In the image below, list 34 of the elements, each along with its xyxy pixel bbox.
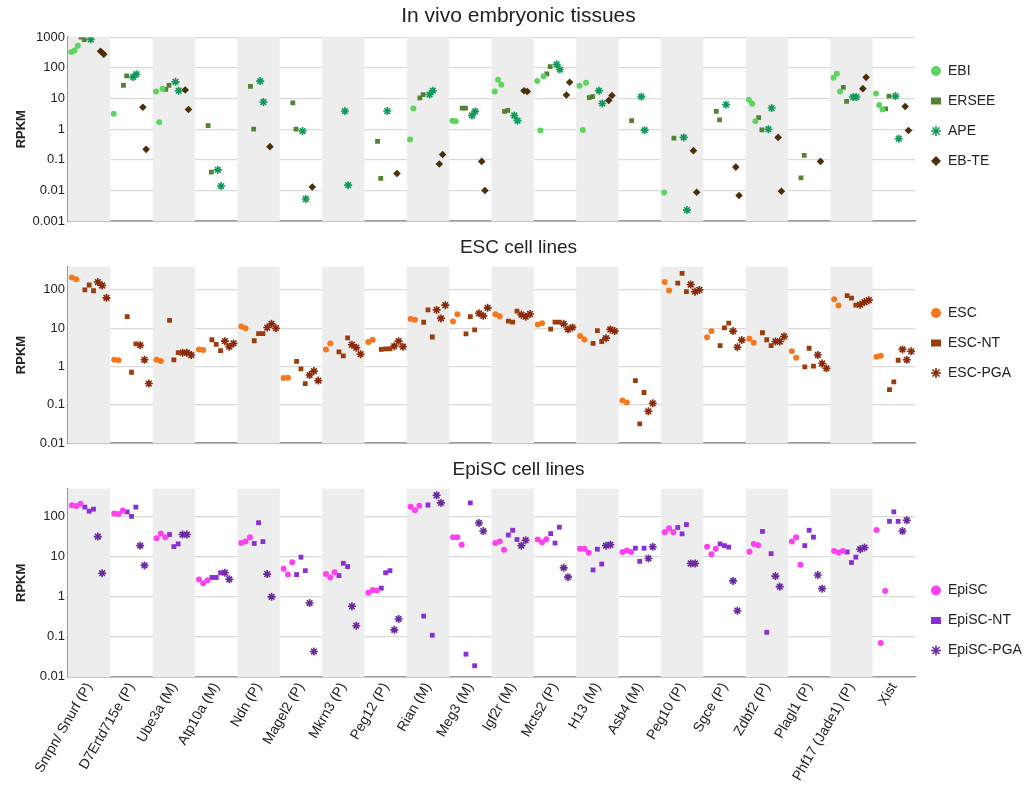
y-tick-label: 0.1 — [46, 151, 65, 167]
y-tick-label: 1 — [57, 588, 65, 604]
chart-title: ESC cell lines — [459, 235, 578, 257]
y-axis-title: RPKM — [13, 110, 29, 149]
y-tick-label: 100 — [43, 508, 65, 524]
legend-label: EpiSC-NT — [948, 611, 1012, 628]
y-tick-label: 10 — [50, 548, 65, 564]
chart-title: In vivo embryonic tissues — [401, 3, 636, 27]
y-axis-title: RPKM — [13, 335, 29, 375]
legend-label: EpiSC — [948, 581, 988, 598]
legend-label: ERSEE — [948, 91, 996, 108]
y-tick-label: 10 — [50, 90, 65, 106]
legend-label: EpiSC-PGA — [948, 641, 1023, 658]
y-tick-label: 10 — [50, 319, 65, 335]
y-tick-label: 0.01 — [39, 182, 65, 198]
y-tick-label: 0.01 — [39, 434, 65, 450]
y-tick-label: 1 — [57, 358, 65, 374]
y-tick-label: 0.001 — [32, 212, 65, 228]
y-tick-label: 0.1 — [46, 396, 65, 412]
x-tick-label: Xist — [874, 679, 900, 708]
y-tick-label: 0.01 — [39, 668, 65, 684]
legend-label: ESC-NT — [948, 333, 1001, 350]
legend-label: ESC-PGA — [948, 363, 1012, 380]
y-tick-label: 100 — [43, 281, 65, 297]
legend-label: ESC — [948, 303, 977, 320]
y-tick-label: 1 — [57, 120, 65, 136]
legend-label: EB-TE — [948, 151, 990, 168]
y-tick-label: 100 — [43, 59, 65, 75]
legend-label: APE — [948, 121, 977, 138]
legend-label: EBI — [948, 61, 971, 78]
chart-title: EpiSC cell lines — [452, 457, 585, 479]
y-axis-title: RPKM — [13, 563, 29, 602]
y-tick-label: 1000 — [36, 28, 65, 44]
y-tick-label: 0.1 — [46, 628, 65, 644]
